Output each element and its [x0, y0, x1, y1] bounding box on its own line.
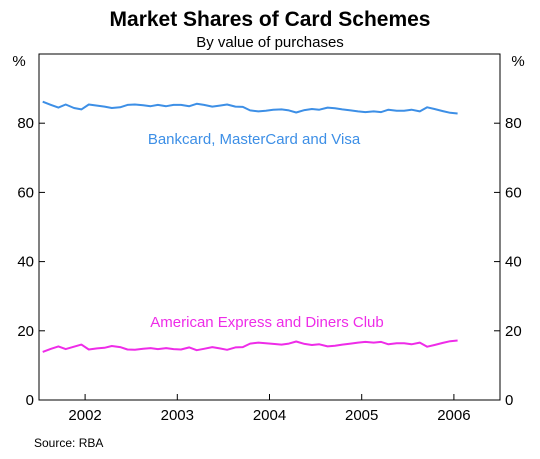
source-note: Source: RBA: [34, 436, 103, 450]
y-tick-label-right: 0: [505, 392, 513, 409]
y-tick-label-left: 0: [26, 392, 34, 409]
x-tick-label: 2006: [437, 407, 470, 424]
y-tick-label-right: 40: [505, 254, 522, 271]
x-tick-label: 2005: [345, 407, 378, 424]
y-tick-label-left: 40: [17, 254, 34, 271]
series-lines: [42, 100, 458, 353]
plot-frame: [38, 53, 501, 401]
series-label-amex: American Express and Diners Club: [150, 314, 383, 331]
y-tick-label-right: 80: [505, 115, 522, 132]
y-tick-label-left: 60: [17, 184, 34, 201]
x-tick-label: 2004: [253, 407, 286, 424]
x-tick-label: 2003: [161, 407, 194, 424]
y-tick-label-right: 20: [505, 323, 522, 340]
x-tick-label: 2002: [68, 407, 101, 424]
y-tick-label-left: 20: [17, 323, 34, 340]
chart-title: Market Shares of Card Schemes: [110, 8, 431, 31]
series-line-amex: [42, 339, 458, 353]
chart-subtitle: By value of purchases: [196, 34, 344, 51]
series-label-bankcard: Bankcard, MasterCard and Visa: [148, 131, 361, 148]
y-tick-label-right: 60: [505, 184, 522, 201]
series-line-bankcard: [42, 100, 458, 115]
axis-ticks: 0 0 20 20 40 40 60 60 80 80 2002 2003 2004 2005 2006: [17, 115, 521, 424]
y-tick-label-left: 80: [17, 115, 34, 132]
y-unit-left: %: [12, 53, 25, 70]
y-unit-right: %: [511, 53, 524, 70]
